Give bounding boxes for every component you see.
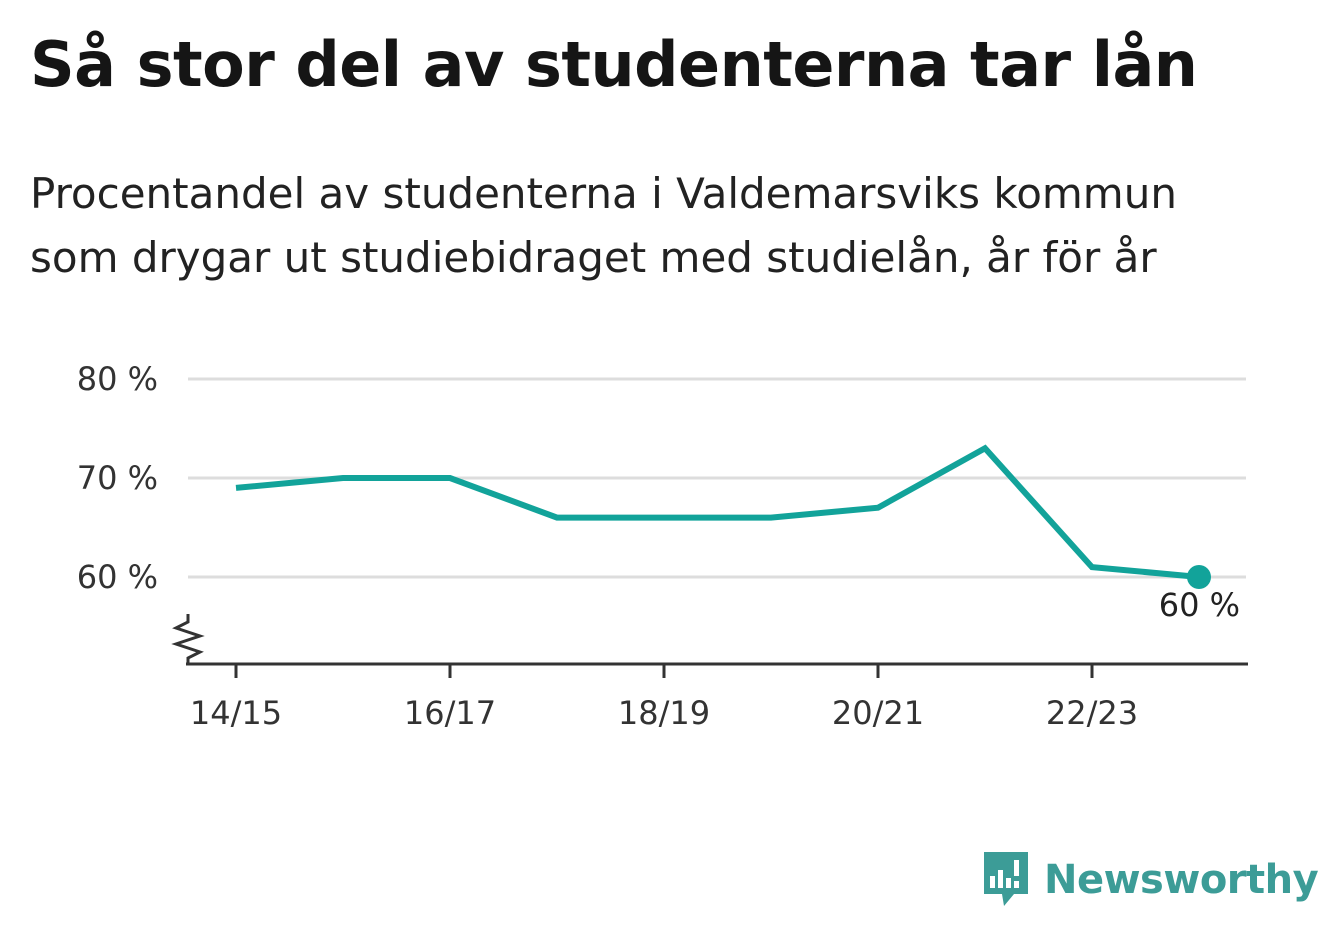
chart-title: Så stor del av studenterna tar lån	[30, 28, 1198, 101]
x-axis	[171, 614, 1248, 666]
x-tick-label: 16/17	[404, 694, 496, 732]
end-point-marker	[1187, 565, 1211, 589]
y-tick-label: 70 %	[77, 459, 158, 497]
x-tick-label: 18/19	[618, 694, 710, 732]
newsworthy-logo: Newsworthy	[980, 850, 1319, 910]
series-line	[235, 444, 1200, 580]
x-tick-label: 22/23	[1046, 694, 1138, 732]
logo-text: Newsworthy	[1044, 857, 1319, 903]
x-tick-label: 20/21	[832, 694, 924, 732]
y-tick-label: 80 %	[77, 360, 158, 398]
x-axis-ticks: 14/15 16/17 18/19 20/21 22/23	[190, 664, 1138, 732]
series-layer: 60 %	[235, 444, 1240, 624]
chart-subtitle: Procentandel av studenterna i Valdemarsv…	[30, 169, 1177, 282]
y-axis-ticks: 60 % 70 % 80 %	[77, 360, 158, 596]
y-tick-label: 60 %	[77, 558, 158, 596]
x-tick-label: 14/15	[190, 694, 282, 732]
newsworthy-bar-chart-icon	[984, 852, 1028, 906]
axis-break-icon	[171, 614, 205, 664]
end-value-label: 60 %	[1159, 586, 1240, 624]
